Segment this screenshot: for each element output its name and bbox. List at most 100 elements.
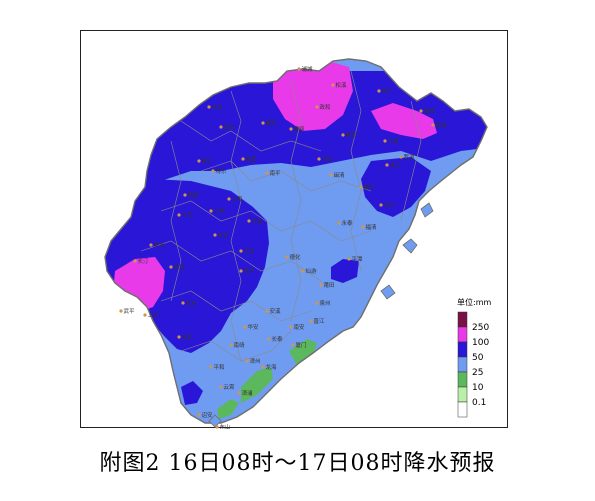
city-marker: 宁德 bbox=[383, 137, 399, 145]
city-marker: 清流 bbox=[149, 241, 165, 249]
city-dot bbox=[149, 243, 153, 247]
legend-label: 25 bbox=[472, 368, 483, 378]
city-dot bbox=[331, 83, 335, 87]
city-label: 宁化 bbox=[182, 211, 194, 219]
city-marker: 上杭 bbox=[143, 311, 159, 319]
legend: 单位:mm 250 100 50 25 10 0.1 bbox=[457, 297, 491, 418]
rain-100-250-north bbox=[273, 59, 353, 131]
city-marker: 安溪 bbox=[265, 307, 281, 315]
city-dot bbox=[181, 301, 185, 305]
coastal-islands bbox=[208, 202, 434, 428]
city-dot bbox=[341, 133, 345, 137]
city-marker: 尤溪 bbox=[247, 217, 263, 225]
rain-50-100-south bbox=[181, 381, 203, 405]
city-marker: 云霄 bbox=[219, 384, 235, 391]
city-label: 罗源 bbox=[404, 153, 416, 161]
city-marker: 厦门 bbox=[291, 341, 307, 349]
city-label: 尤溪 bbox=[252, 217, 264, 225]
city-label: 漳浦 bbox=[242, 389, 254, 397]
city-dot bbox=[219, 385, 223, 389]
legend-swatch bbox=[457, 311, 468, 328]
map-caption: 附图2 16日08时～17日08时降水预报 bbox=[99, 451, 496, 476]
legend-label: 10 bbox=[472, 383, 484, 393]
city-label: 屏南 bbox=[346, 131, 358, 139]
city-dot bbox=[243, 325, 247, 329]
city-label: 长乐 bbox=[384, 201, 396, 209]
city-dot bbox=[347, 257, 351, 261]
city-marker: 长汀 bbox=[133, 257, 149, 265]
city-dot bbox=[309, 319, 313, 323]
county-boundaries bbox=[140, 70, 422, 362]
city-label: 厦门 bbox=[296, 341, 307, 349]
legend-swatch bbox=[457, 386, 468, 403]
city-label: 东山 bbox=[220, 423, 231, 429]
city-dot bbox=[143, 313, 147, 317]
legend-swatch bbox=[457, 371, 468, 388]
city-label: 建阳 bbox=[266, 119, 277, 127]
city-dot bbox=[319, 283, 323, 287]
city-dot bbox=[219, 125, 223, 129]
city-label: 晋江 bbox=[314, 318, 326, 325]
rain-10-25-coast-a bbox=[289, 339, 317, 365]
city-dot bbox=[329, 173, 333, 177]
city-label: 政和 bbox=[320, 103, 331, 111]
city-dot bbox=[297, 67, 301, 71]
city-dot bbox=[239, 269, 243, 273]
city-label: 龙海 bbox=[266, 363, 278, 371]
city-label: 连江 bbox=[390, 161, 402, 169]
city-marker: 平和 bbox=[209, 363, 225, 371]
city-marker: 连江 bbox=[385, 161, 401, 169]
city-dot bbox=[247, 219, 251, 223]
city-marker: 顺昌 bbox=[241, 156, 257, 163]
legend-unit: 单位:mm bbox=[457, 297, 491, 307]
city-label: 漳州 bbox=[250, 357, 261, 365]
city-marker: 莆田 bbox=[319, 281, 335, 289]
city-dot bbox=[133, 259, 137, 263]
city-label: 平和 bbox=[214, 363, 225, 371]
city-label: 福州 bbox=[364, 183, 375, 191]
city-marker: 南靖 bbox=[229, 341, 245, 349]
city-marker: 建阳 bbox=[261, 119, 277, 127]
city-label: 泰宁 bbox=[202, 157, 214, 165]
city-dot bbox=[431, 123, 435, 127]
city-dot bbox=[361, 225, 365, 229]
city-dot bbox=[213, 233, 217, 237]
city-label: 福清 bbox=[366, 223, 378, 231]
city-label: 建瓯 bbox=[294, 125, 306, 133]
city-marker: 东山 bbox=[215, 423, 231, 429]
city-marker: 屏南 bbox=[341, 131, 357, 139]
city-label: 邵武 bbox=[224, 123, 236, 131]
city-marker: 建瓯 bbox=[289, 125, 305, 133]
city-marker: 漳州 bbox=[245, 357, 261, 365]
precipitation-map: 浦城 松溪 政和 寿宁 福鼎 霞浦 光泽 邵武 建阳 建瓯 屏南 宁德 罗源 泰宁 将乐 顺昌 南平 古田 闽清 连江… bbox=[80, 30, 508, 429]
rain-10-25-coast-b bbox=[241, 367, 273, 403]
city-marker: 永定 bbox=[177, 333, 193, 341]
city-marker: 霞浦 bbox=[431, 121, 447, 129]
city-label: 连城 bbox=[174, 263, 186, 271]
city-marker: 明溪 bbox=[183, 191, 199, 199]
city-dot bbox=[291, 343, 295, 347]
city-marker: 闽清 bbox=[329, 171, 345, 179]
city-dot bbox=[239, 249, 243, 253]
city-dot bbox=[377, 89, 381, 93]
city-dot bbox=[119, 309, 123, 313]
city-dot bbox=[289, 325, 293, 329]
city-dot bbox=[317, 157, 321, 161]
city-label: 平潭 bbox=[352, 255, 364, 263]
city-dot bbox=[419, 109, 423, 113]
city-dot bbox=[261, 121, 265, 125]
city-marker: 宁化 bbox=[177, 211, 193, 219]
city-marker: 福清 bbox=[361, 223, 377, 231]
legend-label: 0.1 bbox=[472, 398, 486, 408]
city-marker: 永安 bbox=[213, 231, 229, 239]
city-marker: 浦城 bbox=[297, 65, 313, 73]
city-label: 闽清 bbox=[334, 171, 346, 179]
city-label: 永安 bbox=[218, 231, 230, 239]
city-label: 寿宁 bbox=[382, 87, 394, 95]
legend-swatch bbox=[457, 356, 468, 373]
city-dot bbox=[267, 337, 271, 341]
city-dot bbox=[261, 365, 265, 369]
city-label: 长汀 bbox=[138, 257, 150, 265]
city-label: 宁德 bbox=[388, 137, 400, 145]
city-label: 仙游 bbox=[306, 267, 318, 275]
